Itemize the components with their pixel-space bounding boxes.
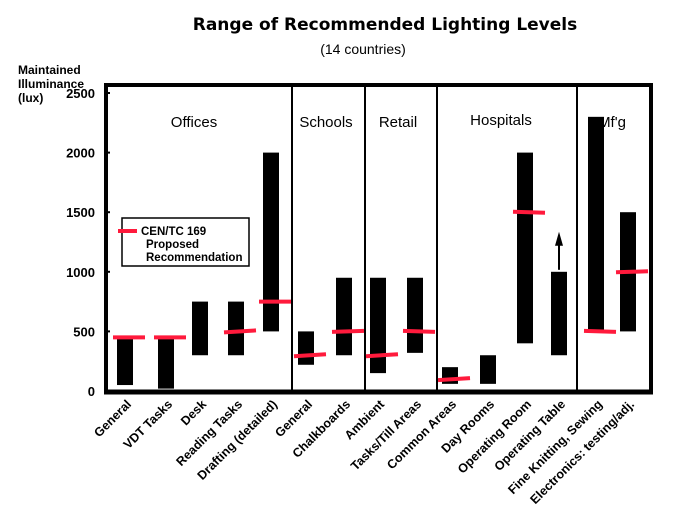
recommendation-mark <box>293 352 327 359</box>
range-bar <box>158 337 174 389</box>
range-bar <box>117 337 133 386</box>
recommendation-mark <box>512 209 546 215</box>
range-bar <box>517 152 533 344</box>
annotations <box>555 231 563 270</box>
legend-box <box>121 217 250 267</box>
recommendation-marks <box>113 209 649 383</box>
section-labels: Offices Schools Retail Hospitals Mf'g <box>171 112 626 131</box>
range-bar <box>298 331 314 365</box>
range-bar <box>370 277 386 374</box>
section-label: Offices <box>171 114 217 131</box>
chart-subtitle: (14 countries) <box>320 41 406 57</box>
recommendation-mark <box>437 376 471 383</box>
section-label: Retail <box>379 114 417 131</box>
y-tick-label: 500 <box>73 324 95 339</box>
range-bar <box>407 277 423 353</box>
plot-frame <box>104 83 653 395</box>
y-axis-label-line-2: Illuminance <box>18 77 84 91</box>
x-tick-label: Desk <box>178 397 209 428</box>
legend-line-3: Recommendation <box>146 252 243 264</box>
legend: CEN/TC 169 Proposed Recommendation <box>118 217 250 267</box>
section-label: Hospitals <box>470 112 532 129</box>
recommendation-mark <box>365 352 399 359</box>
recommendation-mark <box>223 328 257 335</box>
range-bar <box>192 301 208 356</box>
y-tick-label: 2000 <box>66 146 95 161</box>
y-tick-label: 2500 <box>66 86 95 101</box>
section-label: Mf'g <box>598 114 626 131</box>
recommendation-mark <box>331 328 365 334</box>
y-axis-label-line-3: (lux) <box>18 91 43 105</box>
y-tick-label: 1000 <box>66 265 95 280</box>
legend-line-2: Proposed <box>146 239 199 251</box>
range-bar <box>336 277 352 356</box>
y-tick-label: 0 <box>88 384 95 399</box>
legend-line-1: CEN/TC 169 <box>141 226 206 238</box>
recommendation-mark <box>583 328 617 334</box>
section-label: Schools <box>299 114 352 131</box>
y-axis-ticks: 0 500 1000 1500 2000 2500 <box>66 86 110 399</box>
up-arrow-icon <box>555 231 563 246</box>
range-bar <box>588 116 604 332</box>
y-axis-label-line-1: Maintained <box>18 63 81 77</box>
range-bar <box>263 152 279 332</box>
range-bar <box>551 271 567 356</box>
recommendation-mark <box>615 269 649 275</box>
recommendation-mark <box>402 328 436 334</box>
chart-title: Range of Recommended Lighting Levels <box>193 15 578 35</box>
y-tick-label: 1500 <box>66 205 95 220</box>
range-bar <box>228 301 244 356</box>
range-bar <box>480 355 496 384</box>
